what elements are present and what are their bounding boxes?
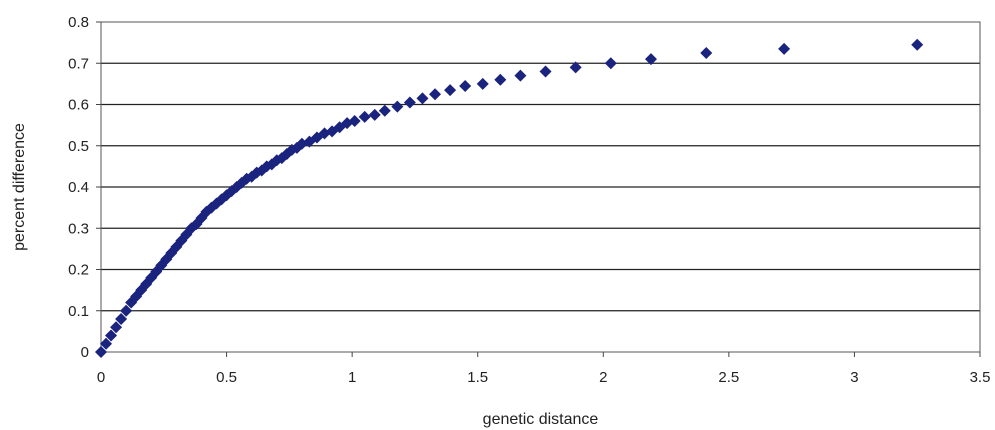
data-point-marker	[348, 115, 361, 127]
y-tick-label: 0.4	[68, 179, 89, 196]
y-tick-label: 0.7	[68, 55, 89, 72]
data-point-marker	[700, 46, 713, 59]
data-point-marker	[100, 337, 113, 350]
data-point-marker	[494, 73, 507, 86]
data-point-marker	[539, 65, 552, 78]
data-point-marker	[514, 69, 527, 82]
data-point-marker	[416, 92, 429, 105]
x-tick-label: 2.5	[718, 369, 739, 386]
x-tick-label: 1.5	[467, 369, 488, 386]
x-tick-label: 2	[599, 369, 607, 386]
x-axis-title: genetic distance	[483, 411, 599, 428]
data-points	[95, 38, 924, 358]
data-point-marker	[378, 104, 391, 117]
data-point-marker	[120, 304, 133, 317]
data-point-marker	[95, 346, 107, 358]
data-point-marker	[645, 53, 658, 66]
data-point-marker	[403, 96, 416, 109]
gridlines	[101, 62, 980, 312]
data-point-marker	[429, 88, 442, 101]
data-point-marker	[476, 77, 489, 90]
x-tick-label: 3.5	[970, 369, 991, 386]
y-tick-label: 0.2	[68, 262, 89, 279]
data-point-marker	[569, 61, 582, 74]
x-tick-label: 0	[97, 369, 105, 386]
data-point-marker	[115, 313, 128, 325]
x-tick-label: 3	[850, 369, 858, 386]
data-point-marker	[391, 100, 404, 113]
data-point-marker	[459, 79, 472, 92]
data-point-marker	[911, 38, 924, 51]
y-tick-label: 0.1	[68, 303, 89, 320]
data-point-marker	[444, 84, 457, 97]
data-point-marker	[110, 321, 123, 334]
y-tick-label: 0.6	[68, 97, 89, 114]
data-point-marker	[358, 110, 371, 123]
data-point-marker	[368, 108, 381, 121]
data-point-marker	[105, 329, 118, 342]
data-point-marker	[778, 42, 791, 55]
y-tick-label: 0.5	[68, 138, 89, 155]
y-axis-title: percent difference	[11, 123, 28, 251]
x-tick-label: 0.5	[216, 369, 237, 386]
y-axis-ticks: 0 0.1 0.2 0.3 0.4 0.5 0.6 0.7 0.8	[68, 14, 101, 361]
x-axis-ticks: 0 0.5 1 1.5 2 2.5 3 3.5	[97, 352, 991, 386]
y-tick-label: 0	[81, 344, 89, 361]
y-tick-label: 0.3	[68, 220, 89, 237]
data-point-marker	[604, 57, 617, 70]
y-tick-label: 0.8	[68, 14, 89, 31]
x-tick-label: 1	[348, 369, 356, 386]
